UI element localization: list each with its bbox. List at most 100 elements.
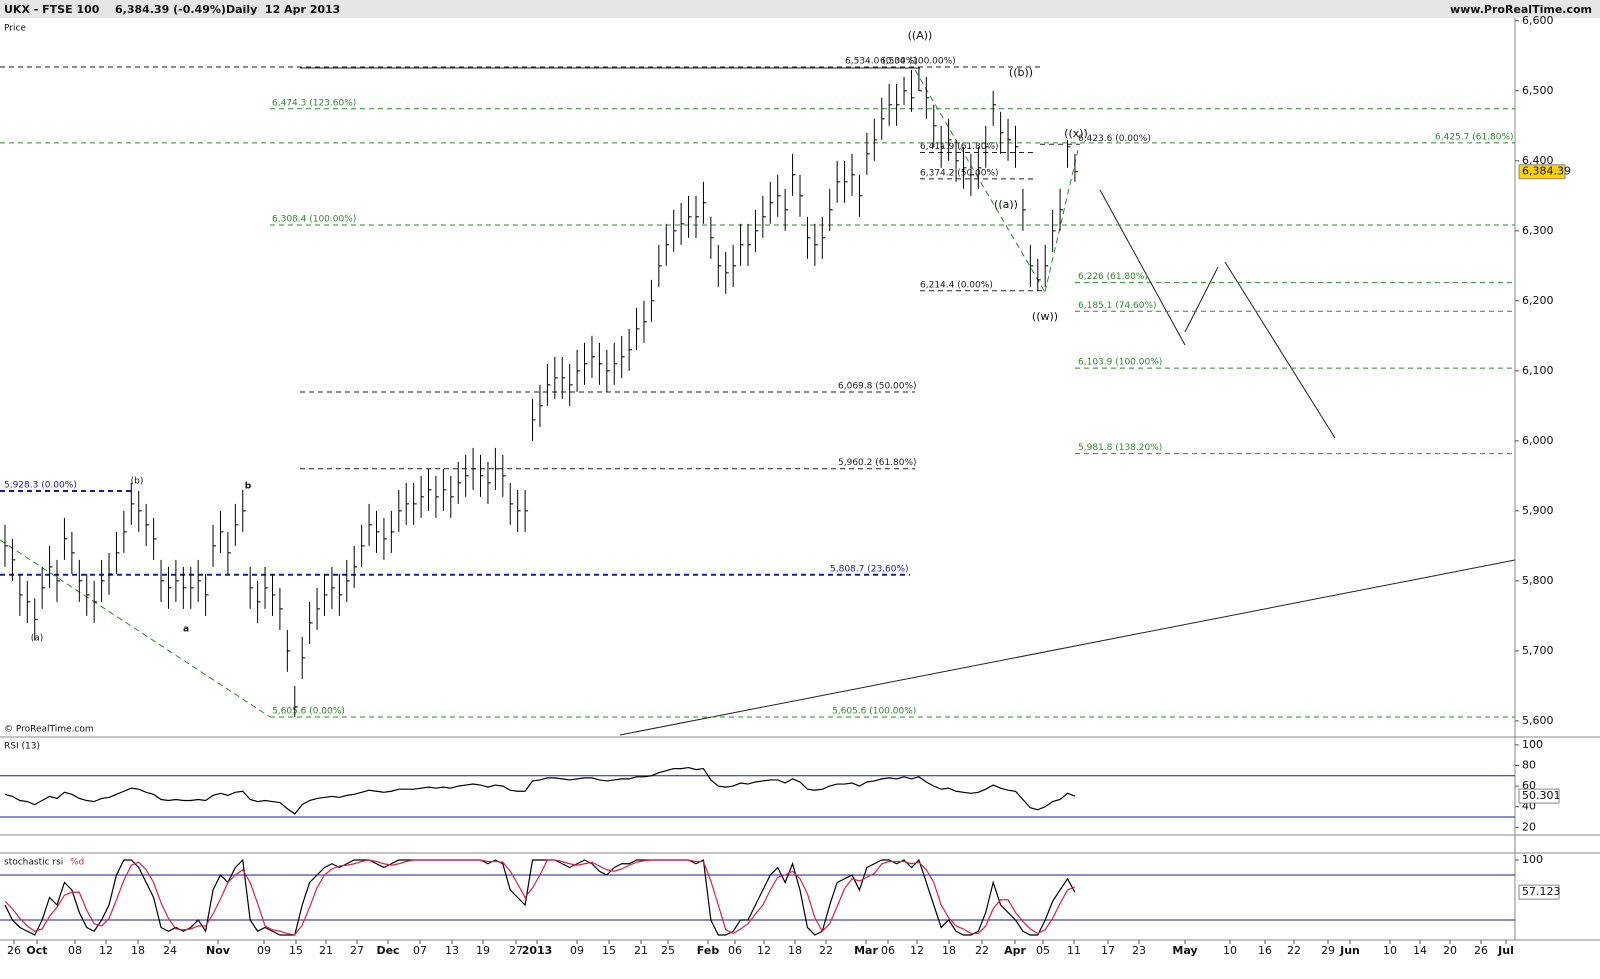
series-line: [4, 859, 1076, 936]
projection-line: [1224, 261, 1336, 439]
y-tick-label: 6,400: [1522, 154, 1554, 167]
x-tick-label: 08: [68, 944, 82, 957]
x-tick-label: 12: [910, 944, 924, 957]
wave-label: (b): [131, 477, 144, 487]
x-tick-label: 26: [7, 944, 21, 957]
x-tick-label: 27: [509, 944, 523, 957]
y-tick-label: 6,000: [1522, 434, 1554, 447]
x-tick-label: 06: [881, 944, 895, 957]
panel-title: RSI (13): [4, 742, 40, 752]
x-tick-label: 06: [728, 944, 742, 957]
x-tick-label: 18: [942, 944, 956, 957]
y-tick-label: 5,800: [1522, 574, 1554, 587]
fib-label: 5,960.2 (61.80%): [838, 458, 917, 468]
x-tick-label: Jul: [1497, 944, 1514, 957]
x-tick-label: 15: [602, 944, 616, 957]
fib-label: 5,605.6 (100.00%): [832, 706, 916, 716]
symbol: UKX - FTSE 100: [4, 3, 100, 16]
wave-label: ((a)): [994, 198, 1018, 211]
fib-label: 6,214.4 (0.00%): [920, 280, 993, 290]
period: Daily 12 Apr 2013: [226, 3, 340, 16]
wave-label: ((A)): [908, 29, 933, 42]
y-tick-label: 5,600: [1522, 714, 1554, 727]
fib-label: 6,411.9 (61.80%): [920, 142, 999, 152]
series-line: [4, 766, 1076, 815]
panel-title: stochastic rsi: [4, 858, 63, 868]
projection-line: [1184, 266, 1219, 333]
x-tick-label: 13: [445, 944, 459, 957]
source: www.ProRealTime.com: [1450, 3, 1592, 16]
y-tick-label: 6,200: [1522, 294, 1554, 307]
quote: 6,384.39 (-0.49%): [115, 3, 226, 16]
wave-label: ((w)): [1032, 310, 1058, 323]
last-value-box: [1518, 884, 1560, 900]
y-tick-label: 6,100: [1522, 364, 1554, 377]
legend-label: %d: [70, 858, 84, 868]
x-tick-label: Oct: [26, 944, 47, 957]
y-tick-label: 6,600: [1522, 14, 1554, 27]
fib-label: 6,069.8 (50.00%): [838, 381, 917, 391]
x-tick-label: 17: [1101, 944, 1115, 957]
fib-label: 6,308.4 (100.00%): [272, 214, 356, 224]
x-tick-label: 10: [1223, 944, 1237, 957]
x-tick-label: 18: [131, 944, 145, 957]
y-tick-label: 6,500: [1522, 84, 1554, 97]
x-tick-label: 12: [99, 944, 113, 957]
fib-label: 6,474.3 (123.60%): [272, 98, 356, 108]
x-tick-label: 05: [1036, 944, 1050, 957]
y-tick-label: 6,300: [1522, 224, 1554, 237]
fib-label: 5,808.7 (23.60%): [830, 564, 909, 574]
fib-label: 6,374.2 (50.00%): [920, 168, 999, 178]
y-tick-label: 100: [1522, 738, 1543, 751]
last-value-label: 50.301: [1522, 789, 1561, 802]
x-tick-label: Mar: [854, 944, 878, 957]
x-tick-label: Jun: [1339, 944, 1360, 957]
series-line: [4, 858, 1076, 936]
x-tick-label: 26: [1474, 944, 1488, 957]
fib-label: 5,605.6 (0.00%): [272, 706, 345, 716]
x-tick-label: Dec: [376, 944, 399, 957]
last-value-label: 6,384.39: [1522, 165, 1571, 178]
x-tick-label: 21: [634, 944, 648, 957]
fib-label: 6,103.9 (100.00%): [1078, 358, 1162, 368]
trend-line: [619, 559, 1516, 736]
x-tick-label: 18: [788, 944, 802, 957]
x-tick-label: 20: [1443, 944, 1457, 957]
x-tick-label: Feb: [697, 944, 720, 957]
x-tick-label: 29: [1321, 944, 1335, 957]
x-tick-label: 21: [319, 944, 333, 957]
y-tick-label: 5,700: [1522, 644, 1554, 657]
watermark: © ProRealTime.com: [4, 725, 94, 735]
x-tick-label: 09: [570, 944, 584, 957]
fib-label: 6,534.0 (0.00%): [845, 57, 918, 67]
x-tick-label: 09: [257, 944, 271, 957]
x-tick-label: 22: [1287, 944, 1301, 957]
x-tick-label: 12: [757, 944, 771, 957]
wave-label: ((b)): [1009, 66, 1033, 79]
x-tick-label: Nov: [206, 944, 231, 957]
x-tick-label: 14: [1413, 944, 1427, 957]
wave-label: ((x)): [1064, 127, 1088, 140]
x-tick-label: 16: [1258, 944, 1272, 957]
x-tick-label: 22: [975, 944, 989, 957]
wave-label: a: [183, 625, 189, 635]
x-tick-label: May: [1172, 944, 1197, 957]
x-tick-label: 07: [413, 944, 427, 957]
last-value-box: [1518, 164, 1566, 180]
fib-label: 6,534 (100.00%): [880, 57, 956, 67]
fib-label: 6,425.7 (61.80%): [1435, 132, 1514, 142]
x-tick-label: 2013: [522, 944, 553, 957]
x-tick-label: Apr: [1004, 944, 1026, 957]
wave-line: [914, 69, 1046, 293]
fib-label: 6,226 (61.80%): [1078, 272, 1148, 282]
y-tick-label: 5,900: [1522, 504, 1554, 517]
wave-label: (a): [31, 634, 44, 644]
x-tick-label: 24: [163, 944, 177, 957]
x-tick-label: 15: [289, 944, 303, 957]
x-tick-label: 23: [1132, 944, 1146, 957]
wave-label: b: [245, 482, 252, 492]
x-tick-label: 27: [350, 944, 364, 957]
y-tick-label: 100: [1522, 853, 1543, 866]
